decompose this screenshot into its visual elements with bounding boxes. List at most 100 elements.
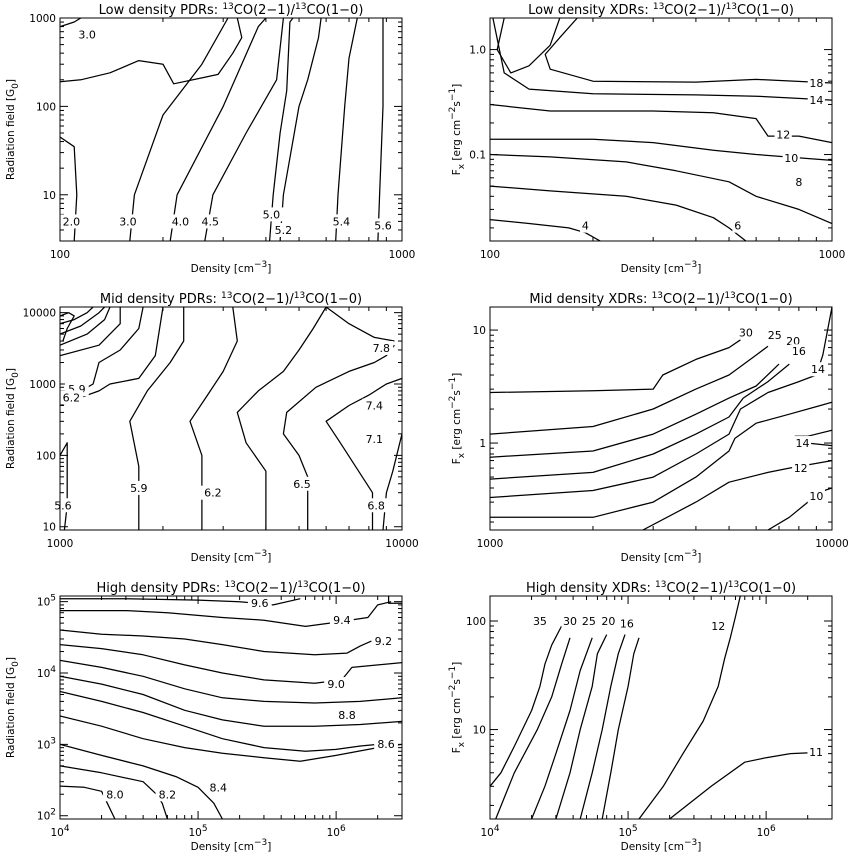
plot-frame	[489, 17, 833, 242]
contour-line-1	[60, 598, 301, 606]
y-tick-label: 104	[37, 665, 56, 680]
contour-line-7	[638, 596, 741, 819]
x-axis-label: Density [cm−3]	[191, 549, 272, 564]
contour-lines	[490, 18, 832, 241]
chart-panel-4: Mid density XDRs: 13CO(2−1)/13CO(1−0) 100…	[448, 291, 849, 564]
y-tick-label: 102	[37, 808, 56, 823]
chart-title: Low density XDRs: 13CO(2−1)/13CO(1−0)	[528, 2, 794, 18]
contour-label-bg	[329, 613, 354, 628]
contour-line-5	[579, 634, 626, 819]
y-tick-label: 1000	[29, 379, 56, 391]
contour-label: 9.6	[251, 597, 269, 610]
contour-label: 7.1	[366, 433, 384, 446]
contour-label: 8	[795, 176, 802, 189]
x-axis-label: Density [cm−3]	[191, 838, 272, 852]
y-tick-label: 105	[37, 594, 56, 609]
contour-label-bg	[807, 93, 825, 108]
contour-label-bg	[792, 461, 810, 476]
contour-label-bg	[75, 27, 99, 42]
contour-label-bg	[774, 127, 792, 142]
contour-label-bg	[271, 222, 296, 237]
chart-title: High density XDRs: 13CO(2−1)/13CO(1−0)	[526, 580, 796, 596]
chart-panel-6: High density XDRs: 13CO(2−1)/13CO(1−0) 10…	[448, 580, 833, 853]
contour-label-bg	[793, 436, 812, 451]
contour-line-2	[490, 345, 769, 435]
minor-ticks	[489, 596, 833, 819]
x-axis-label: Density [cm−3]	[191, 260, 272, 275]
chart-panel-1: Low density PDRs: 13CO(2−1)/13CO(1−0) 100…	[5, 2, 415, 275]
x-tick-label: 106	[327, 824, 346, 839]
contour-line-6	[60, 675, 402, 727]
contour-line-1	[60, 18, 243, 85]
contour-line-4	[555, 634, 608, 819]
contour-label-bg	[329, 214, 354, 229]
contour-label-bg	[766, 328, 784, 343]
contour-label-bg	[782, 150, 800, 165]
x-tick-label: 106	[757, 824, 776, 839]
contour-label: 7.4	[366, 399, 384, 412]
y-tick-label: 10	[473, 325, 486, 337]
contour-label: 4.5	[202, 215, 220, 228]
contour-label-bg	[155, 787, 180, 802]
contour-line-8	[669, 752, 808, 819]
contour-lines	[490, 596, 808, 819]
y-tick-label: 10000	[23, 308, 56, 320]
contour-label: 35	[533, 615, 547, 628]
contour-line-2	[495, 637, 571, 819]
chart-panel-2: Low density XDRs: 13CO(2−1)/13CO(1−0)100…	[448, 2, 845, 275]
contour-label-bg	[335, 707, 359, 722]
x-tick-label: 104	[50, 824, 69, 839]
contour-line-7	[60, 690, 378, 752]
contour-line-12	[387, 596, 402, 604]
contour-line-13	[325, 377, 402, 530]
contour-label: 8.4	[209, 781, 227, 794]
y-tick-label: 0.1	[469, 150, 486, 162]
contour-label: 5.6	[54, 499, 72, 512]
contour-line-5	[169, 18, 267, 241]
contour-line-3	[60, 629, 372, 656]
contour-line-9	[60, 743, 223, 819]
contour-line-11	[60, 785, 116, 819]
contour-line-1	[490, 339, 741, 394]
contour-line-3	[60, 307, 106, 335]
contour-label: 20	[601, 615, 615, 628]
contour-label-bg	[807, 488, 825, 503]
contour-label: 7.8	[373, 342, 391, 355]
contour-label-bg	[561, 614, 579, 629]
x-tick-label: 10000	[385, 538, 418, 550]
y-tick-label: 10	[473, 725, 486, 737]
y-tick-label: 100	[466, 616, 486, 628]
contour-label-bg	[324, 677, 349, 692]
y-axis-label: Fx [erg cm−2s−1]	[448, 373, 467, 465]
contour-line-6	[204, 18, 285, 241]
chart-title: Low density PDRs: 13CO(2−1)/13CO(1−0)	[99, 2, 364, 18]
contour-label: 9.2	[375, 635, 393, 648]
contour-label: 16	[792, 345, 806, 358]
contour-line-5	[60, 659, 402, 704]
contour-label-bg	[290, 476, 314, 491]
contour-line-9	[129, 307, 185, 530]
contour-label-bg	[371, 634, 396, 649]
contour-label: 14	[796, 437, 810, 450]
contour-line-1	[490, 625, 563, 787]
contour-line-3	[490, 363, 780, 458]
contour-label-bg	[198, 214, 223, 229]
contour-label: 3.0	[78, 29, 96, 42]
y-tick-label: 10	[43, 190, 56, 202]
contour-label: 9.4	[333, 614, 351, 627]
contour-label: 4	[582, 220, 589, 233]
y-tick-label: 10	[43, 522, 56, 534]
contour-label-bg	[103, 787, 127, 802]
contour-label: 12	[776, 129, 790, 142]
contour-label: 12	[794, 462, 808, 475]
x-tick-label: 10000	[815, 538, 848, 550]
plot-frame	[59, 17, 403, 242]
x-tick-label: 105	[619, 824, 638, 839]
contour-label-bg	[126, 480, 151, 495]
y-axis-label: Radiation field [G0]	[5, 657, 21, 758]
contour-label-bg	[809, 362, 827, 377]
y-tick-label: 1000	[29, 13, 56, 25]
contour-line-4	[60, 307, 111, 346]
contour-label-bg	[732, 218, 744, 233]
contour-lines	[60, 18, 384, 241]
